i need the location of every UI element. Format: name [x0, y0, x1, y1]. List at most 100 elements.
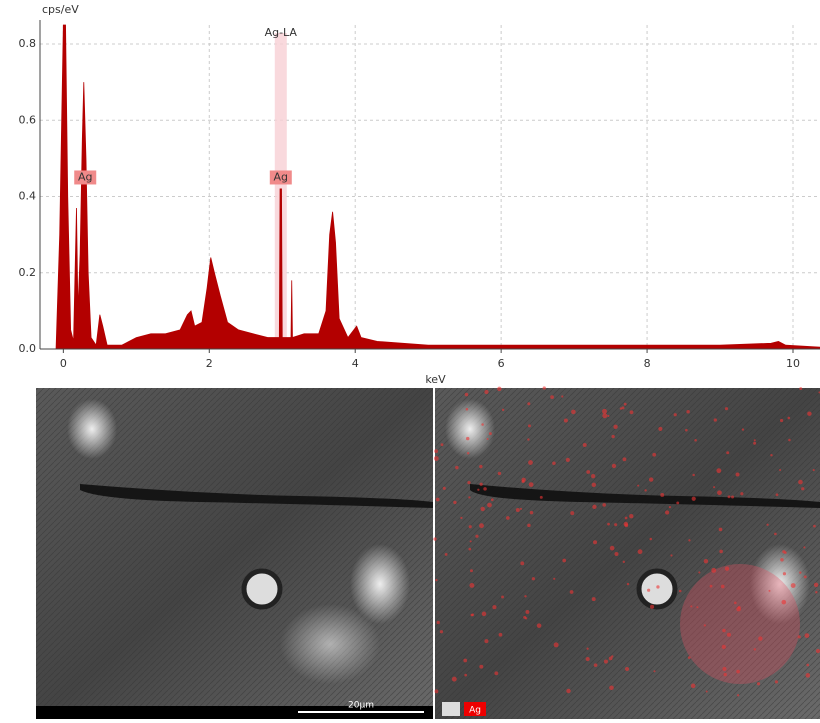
speckle [492, 605, 497, 610]
y-tick-label: 0.4 [19, 190, 37, 203]
speckle [464, 673, 468, 677]
speckle [774, 680, 779, 684]
speckle [805, 673, 811, 678]
speckle [565, 457, 570, 462]
speckle [622, 457, 627, 462]
speckle [644, 489, 647, 492]
speckle [685, 428, 688, 432]
speckle [440, 443, 444, 447]
speckle [609, 685, 614, 691]
speckle [603, 659, 609, 664]
speckle [619, 407, 623, 410]
speckle [670, 554, 673, 557]
speckle [713, 486, 716, 489]
speckle [477, 488, 480, 491]
speckle [469, 569, 473, 573]
speckle [505, 516, 510, 520]
speckle [614, 552, 619, 557]
speckle [690, 605, 693, 608]
speckle [624, 523, 629, 528]
speckle [741, 428, 745, 431]
speckle [803, 575, 807, 579]
speckle [608, 656, 613, 661]
speckle [705, 690, 708, 693]
speckle [740, 492, 744, 496]
speckle [649, 537, 653, 541]
speckle [736, 694, 740, 697]
speckle [692, 473, 695, 477]
y-tick-label: 0.2 [19, 266, 37, 279]
speckle [774, 532, 777, 536]
speckle [625, 666, 630, 672]
speckle [768, 589, 771, 592]
speckle [527, 402, 531, 406]
speckle [629, 410, 634, 415]
speckle [736, 606, 741, 612]
x-tick-label: 6 [498, 357, 505, 370]
speckle [566, 688, 571, 694]
speckle [466, 436, 470, 441]
speckle [724, 566, 730, 571]
speckle [471, 613, 475, 617]
speckle [460, 516, 463, 520]
speckle [780, 558, 784, 562]
x-tick-label: 4 [352, 357, 359, 370]
speckle [660, 493, 665, 497]
speckle [463, 658, 468, 663]
speckle [527, 523, 531, 528]
speckle [529, 510, 534, 515]
speckle [711, 567, 717, 573]
speckle [531, 577, 536, 581]
speckle [524, 595, 527, 598]
speckle [468, 525, 472, 529]
speckle [717, 490, 722, 496]
speckle [716, 468, 722, 474]
speckle [527, 424, 531, 428]
speckle [469, 582, 475, 588]
speckle [797, 635, 801, 639]
speckle [602, 408, 607, 414]
speckle [467, 480, 471, 485]
map-label: Ag [469, 706, 481, 716]
speckle [519, 507, 522, 510]
speckle [479, 523, 484, 529]
speckle [720, 584, 725, 589]
speckle [688, 539, 691, 542]
speckle [698, 571, 701, 574]
speckle [552, 461, 556, 466]
speckle [753, 441, 757, 445]
speckle [480, 506, 485, 512]
peak-label-bg [269, 170, 292, 185]
speckle [582, 443, 587, 447]
speckle [586, 470, 591, 474]
sem-right: Ag [433, 386, 820, 719]
speckle [668, 505, 672, 509]
speckle [736, 669, 740, 674]
speckle [621, 406, 625, 410]
speckle [468, 496, 471, 499]
speckle [637, 549, 643, 555]
speckle [727, 495, 731, 499]
speckle [690, 683, 696, 689]
speckle [435, 497, 440, 502]
speckle [479, 664, 484, 669]
peak-label: Ag [78, 170, 93, 183]
speckle [481, 611, 487, 617]
speckle [753, 648, 757, 651]
speckle [735, 472, 740, 477]
speckle [539, 495, 543, 499]
speckle [790, 583, 796, 588]
speckle [455, 465, 459, 470]
speckle [607, 522, 610, 526]
speckle [433, 456, 439, 461]
speckle [775, 493, 779, 497]
peak-label-bg [74, 170, 97, 185]
speckle [553, 642, 559, 648]
speckle [779, 418, 784, 423]
speckle [637, 484, 640, 487]
speckle [724, 407, 729, 411]
speckle [436, 620, 440, 625]
speckle [687, 656, 691, 659]
speckle [766, 523, 769, 526]
